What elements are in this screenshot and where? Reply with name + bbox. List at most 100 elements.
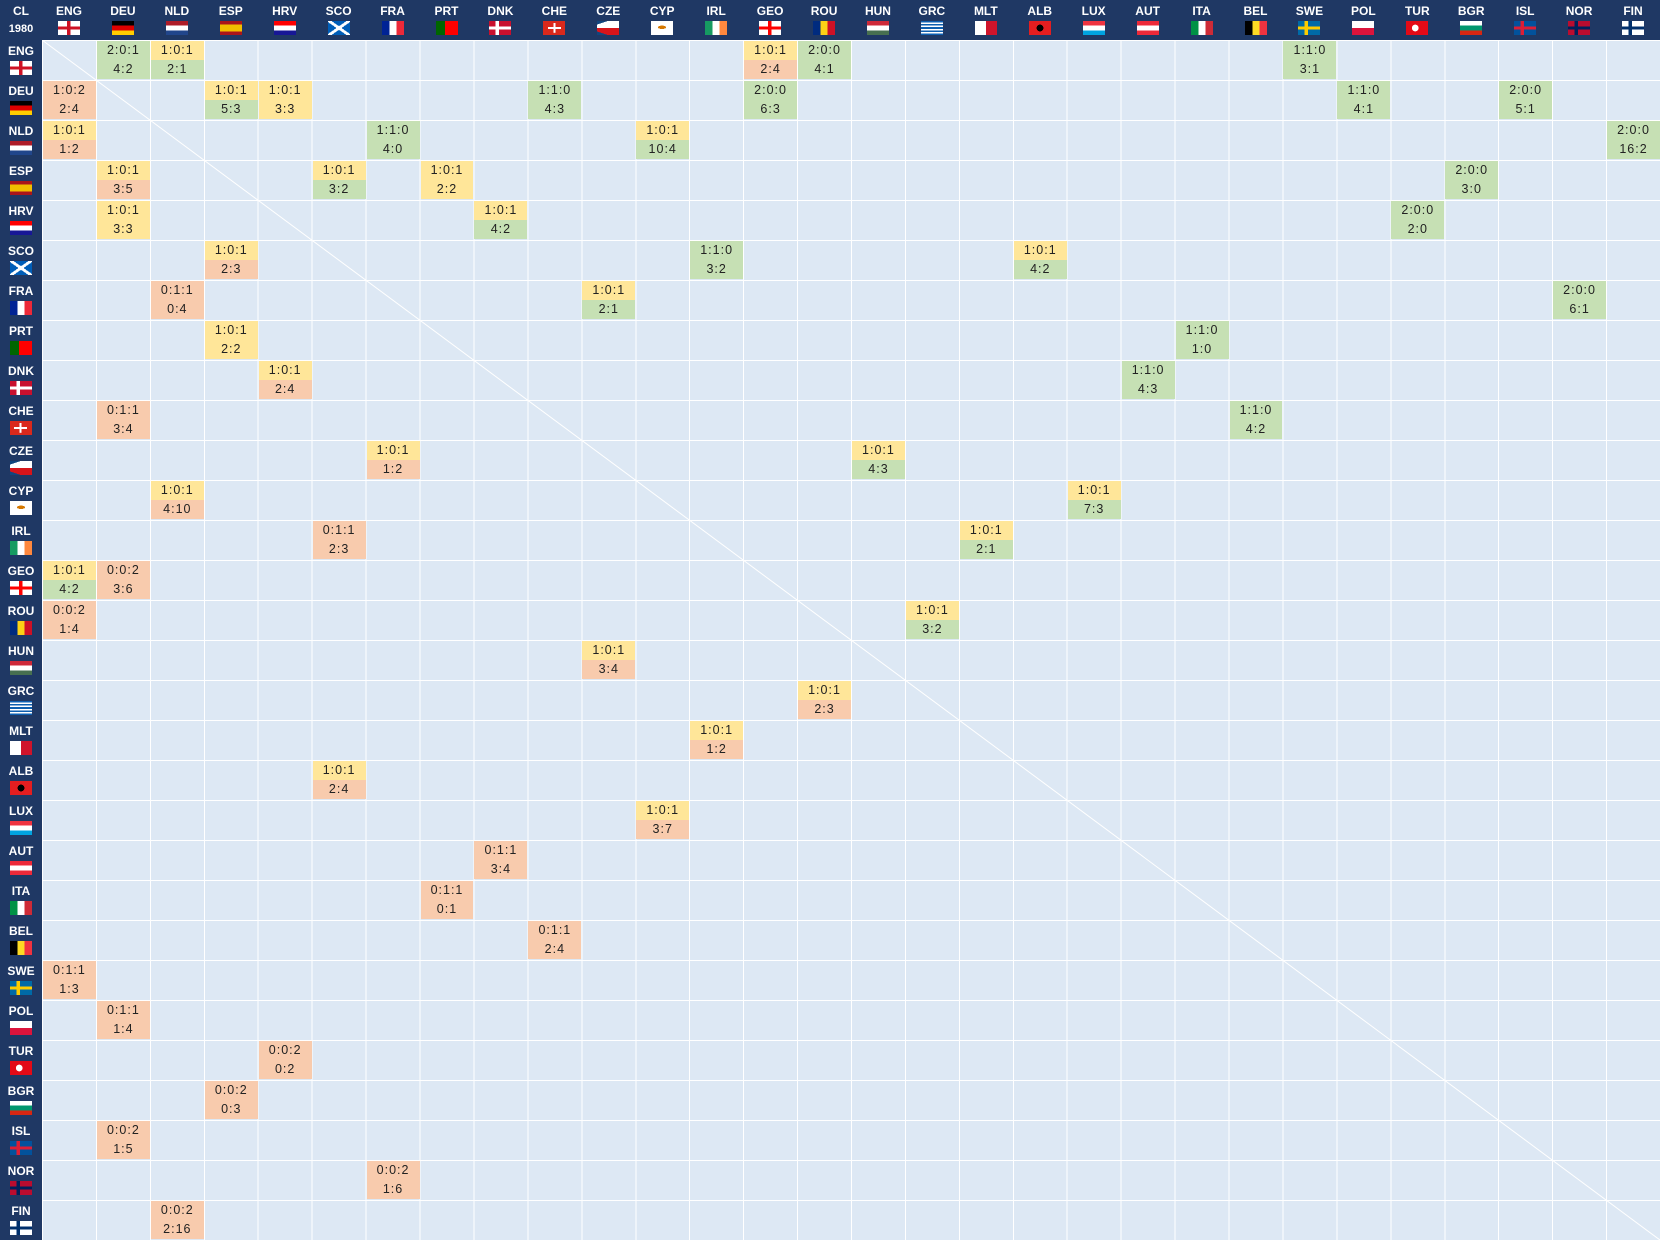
result-cell: 1:0:1 5:3 [204, 81, 258, 119]
row-flag [10, 701, 32, 715]
score: 1:3 [43, 980, 96, 999]
row-flag [10, 741, 32, 755]
row-flag [10, 1101, 32, 1115]
column-team-code: MLT [973, 4, 998, 18]
row-team-code: BEL [9, 924, 33, 938]
row-team-code: FRA [8, 284, 34, 298]
result-cell: 1:0:1 1:2 [690, 721, 744, 759]
score: 3:0 [1445, 180, 1499, 199]
column-flag [974, 21, 997, 35]
record: 1:0:1 [744, 41, 798, 60]
result-cell: 0:1:1 3:4 [96, 401, 150, 439]
record: 2:0:0 [1553, 281, 1607, 300]
corner-year: 1980 [8, 23, 34, 35]
grid: 2:0:1 4:2 1:0:1 2:1 1:0:1 2:4 2:0:0 4:1 1:1:0 3:1… [42, 40, 1660, 1240]
row-flag [10, 1021, 32, 1035]
record: 1:0:1 [474, 201, 528, 220]
column-team-code: SWE [1295, 4, 1324, 18]
column-team-code: DEU [110, 4, 136, 18]
column-team-code: FIN [1623, 4, 1643, 18]
score: 5:3 [204, 100, 258, 119]
row-flag [10, 61, 32, 75]
column-team-code: ENG [55, 4, 82, 18]
score: 2:4 [744, 60, 798, 79]
row-team-code: SCO [7, 244, 34, 258]
score: 0:4 [150, 300, 204, 319]
record: 0:0:2 [258, 1041, 312, 1060]
row-team-code: FIN [11, 1204, 31, 1218]
row-team-code: SWE [7, 964, 35, 978]
row-team-code: MLT [9, 724, 33, 738]
record: 1:1:0 [1283, 41, 1337, 60]
record: 1:0:1 [1067, 481, 1121, 500]
score: 1:2 [690, 740, 744, 759]
column-flag [327, 21, 350, 35]
record: 1:0:1 [636, 801, 690, 820]
score: 3:7 [636, 820, 690, 839]
record: 1:0:1 [1013, 241, 1067, 260]
score: 2:4 [43, 100, 96, 119]
result-cell: 0:0:2 1:5 [96, 1121, 150, 1159]
score: 4:2 [1229, 420, 1283, 439]
result-cell: 2:0:0 3:0 [1445, 161, 1499, 199]
column-flag [1568, 21, 1591, 35]
score: 3:2 [312, 180, 366, 199]
result-cell: 2:0:0 6:1 [1553, 281, 1607, 319]
score: 5:1 [1499, 100, 1553, 119]
score: 4:2 [43, 580, 96, 599]
column-team-code: CHE [541, 4, 568, 18]
score: 2:4 [312, 780, 366, 799]
row-team-code: ROU [7, 604, 35, 618]
score: 3:2 [690, 260, 744, 279]
column-team-code: BGR [1457, 4, 1485, 18]
result-cell: 2:0:0 2:0 [1391, 201, 1445, 239]
column-team-code: LUX [1081, 4, 1106, 18]
column-flag [381, 21, 404, 35]
record: 1:0:1 [96, 201, 150, 220]
record: 2:0:1 [96, 41, 150, 60]
result-cell: 1:0:1 2:1 [582, 281, 636, 319]
row-team-code: NLD [8, 124, 34, 138]
result-cell: 1:0:1 4:2 [1013, 241, 1067, 279]
score: 4:3 [852, 460, 905, 479]
score: 2:4 [258, 380, 312, 399]
record: 1:0:1 [43, 121, 96, 140]
result-cell: 2:0:1 4:2 [96, 41, 150, 79]
score: 2:0 [1391, 220, 1445, 239]
record: 1:0:1 [852, 441, 905, 460]
score: 1:0 [1175, 340, 1229, 359]
record: 1:1:0 [1121, 361, 1175, 380]
column-team-code: HRV [272, 4, 298, 18]
row-flag [10, 1181, 32, 1195]
score: 1:2 [366, 460, 420, 479]
result-cell: 1:1:0 4:3 [1121, 361, 1175, 399]
record: 1:0:1 [150, 41, 204, 60]
record: 0:1:1 [420, 881, 474, 900]
row-flag [10, 541, 32, 555]
result-cell: 0:1:1 0:1 [420, 881, 474, 919]
record: 0:1:1 [312, 521, 366, 540]
row-team-code: LUX [9, 804, 33, 818]
score: 2:1 [582, 300, 636, 319]
row-team-code: HRV [8, 204, 34, 218]
record: 1:1:0 [690, 241, 744, 260]
row-flag [10, 301, 32, 315]
score: 3:1 [1283, 60, 1337, 79]
row-team-code: NOR [7, 1164, 35, 1178]
score: 4:2 [474, 220, 528, 239]
record: 0:1:1 [150, 281, 204, 300]
record: 1:0:1 [312, 161, 366, 180]
column-flag [57, 21, 80, 35]
column-team-code: ITA [1192, 4, 1211, 18]
result-cell: 0:0:2 3:6 [96, 561, 150, 599]
record: 1:0:1 [150, 481, 204, 500]
diagonal [42, 40, 1660, 1240]
column-flag [705, 21, 728, 35]
result-cell: 1:0:1 2:4 [258, 361, 312, 399]
result-cell: 0:0:2 0:3 [204, 1081, 258, 1119]
row-flag [10, 221, 32, 235]
score: 4:3 [528, 100, 582, 119]
score: 0:3 [204, 1100, 258, 1119]
record: 2:0:0 [744, 81, 798, 100]
